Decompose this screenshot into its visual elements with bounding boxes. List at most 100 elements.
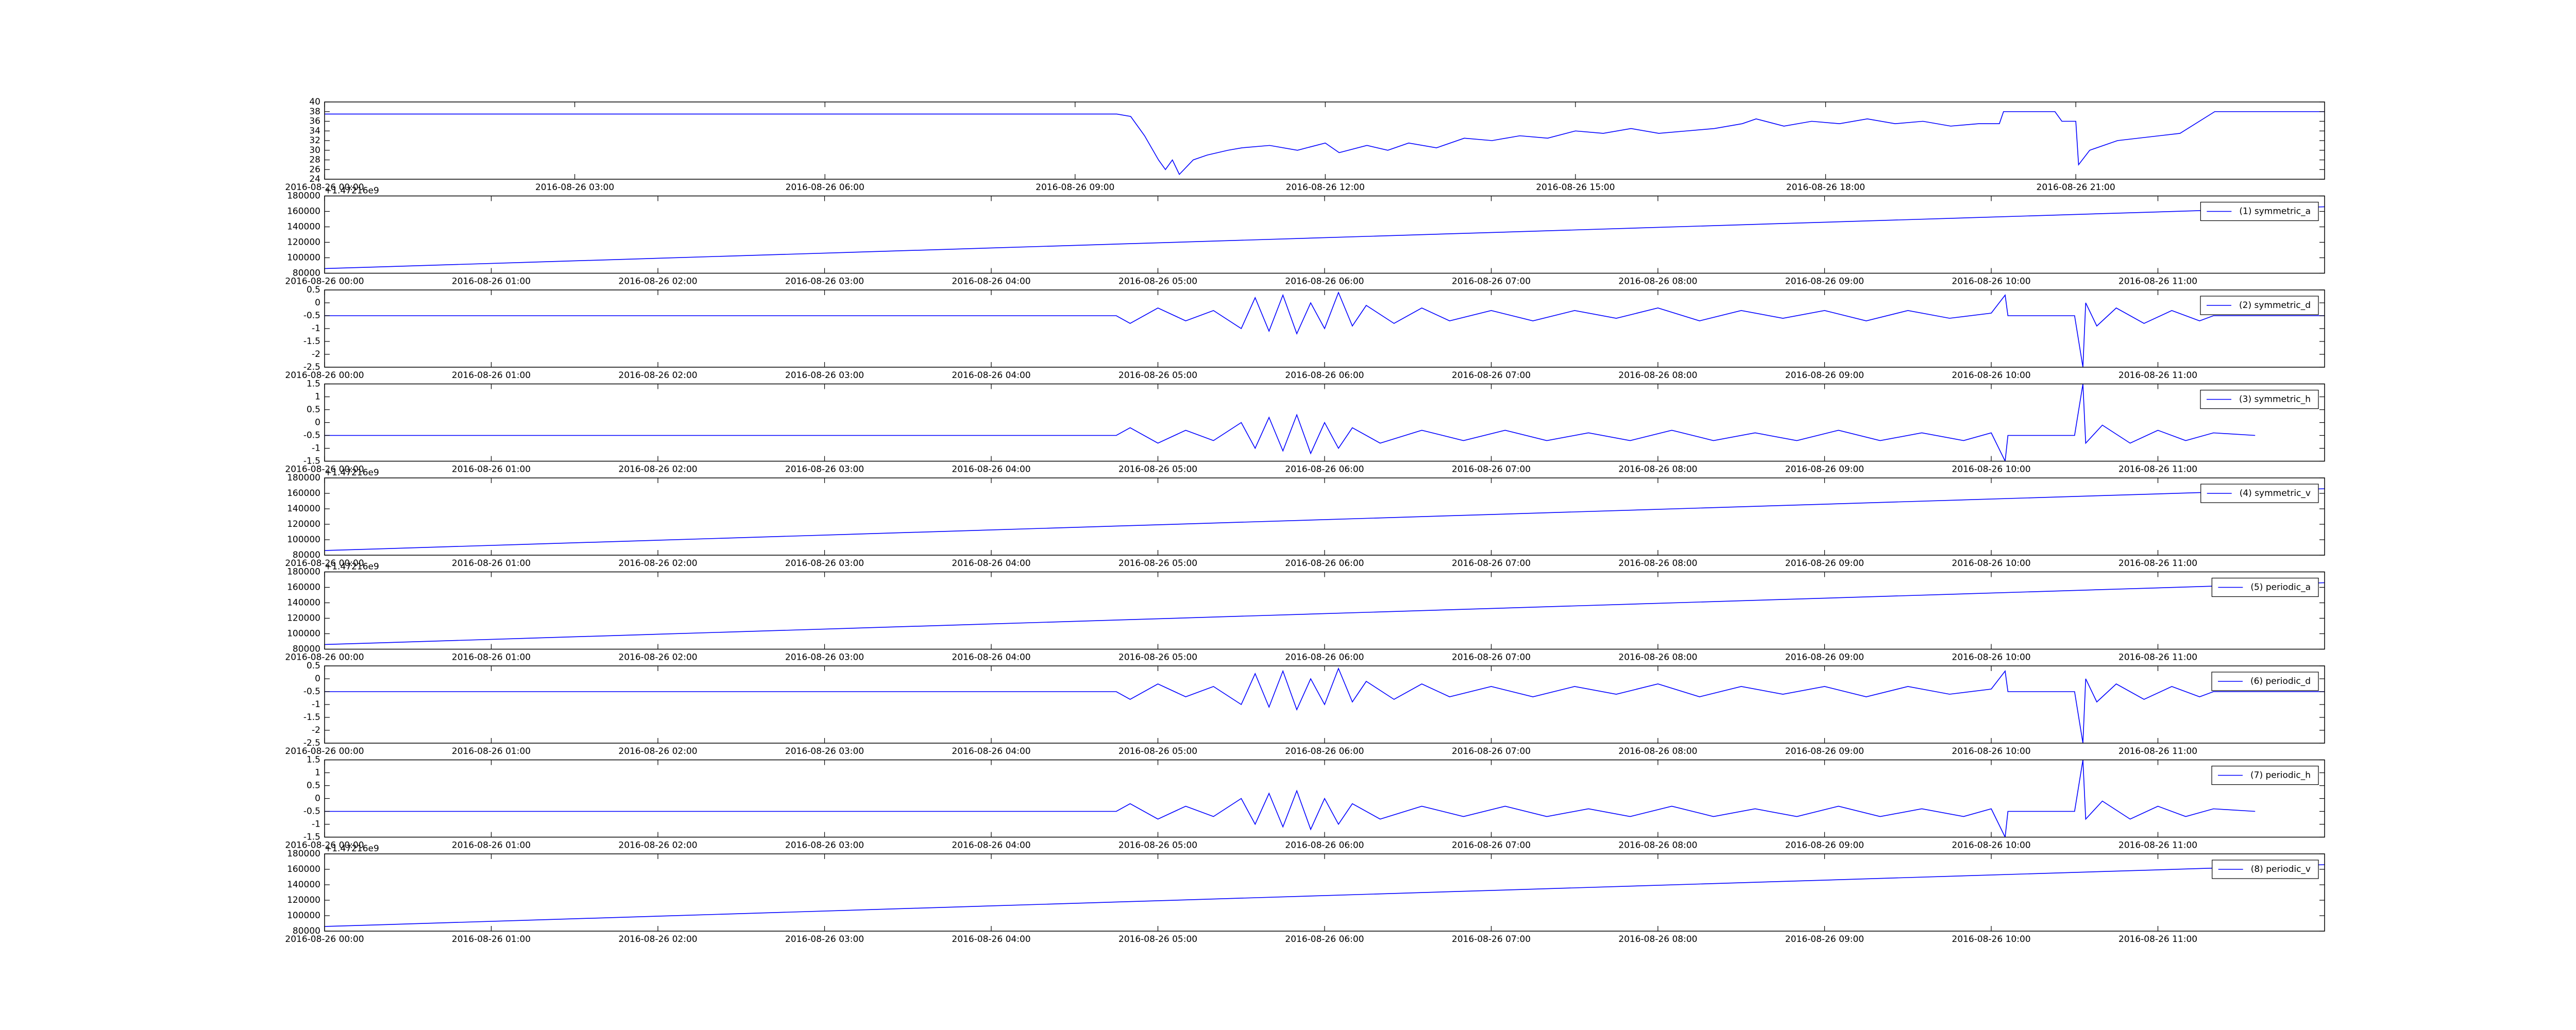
x-tick-label: 2016-08-26 03:00 xyxy=(785,370,864,381)
x-tick-label: 2016-08-26 06:00 xyxy=(1285,653,1364,663)
x-tick-label: 2016-08-26 10:00 xyxy=(1952,653,2030,663)
y-tick-label: 24 xyxy=(309,174,320,184)
y-tick-label: 120000 xyxy=(287,613,320,624)
data-line xyxy=(325,864,2325,927)
x-tick-label: 2016-08-26 06:00 xyxy=(1285,840,1364,851)
data-line xyxy=(325,488,2325,551)
y-tick-label: 80000 xyxy=(293,550,320,560)
x-tick-label: 2016-08-26 10:00 xyxy=(1952,746,2030,757)
legend: (8) periodic_v xyxy=(2212,860,2319,879)
x-tick-label: 2016-08-26 01:00 xyxy=(452,934,531,945)
legend: (7) periodic_h xyxy=(2211,765,2319,785)
x-tick-label: 2016-08-26 08:00 xyxy=(1618,746,1697,757)
x-tick-label: 2016-08-26 07:00 xyxy=(1452,558,1531,569)
x-tick-label: 2016-08-26 04:00 xyxy=(952,840,1030,851)
y-tick-label: -2.5 xyxy=(303,362,320,372)
x-tick-label: 2016-08-26 07:00 xyxy=(1452,746,1531,757)
y-tick-label: 40 xyxy=(309,97,320,107)
x-tick-label: 2016-08-26 00:00 xyxy=(285,934,364,945)
legend: (2) symmetric_d xyxy=(2200,296,2319,315)
y-offset-label: +1.47216e9 xyxy=(325,562,379,572)
x-tick-label: 2016-08-26 01:00 xyxy=(452,653,531,663)
legend: (6) periodic_d xyxy=(2211,672,2319,691)
subplot: -2.5 -2 -1.5 -1 -0.5 0 0.5 2016-08-26 00:00 2016… xyxy=(285,661,2325,757)
plot-area xyxy=(325,291,2325,367)
legend-label: (6) periodic_d xyxy=(2250,676,2311,686)
x-tick-label: 2016-08-26 04:00 xyxy=(952,370,1030,381)
x-tick-label: 2016-08-26 03:00 xyxy=(785,558,864,569)
x-tick-label: 2016-08-26 02:00 xyxy=(618,840,697,851)
x-tick-label: 2016-08-26 07:00 xyxy=(1452,934,1531,945)
x-tick-label: 2016-08-26 00:00 xyxy=(285,370,364,381)
x-tick-label: 2016-08-26 03:00 xyxy=(785,934,864,945)
x-tick-label: 2016-08-26 02:00 xyxy=(618,370,697,381)
plot-area xyxy=(325,582,2325,645)
x-tick-label: 2016-08-26 03:00 xyxy=(785,277,864,287)
legend-label: (8) periodic_v xyxy=(2251,864,2311,874)
x-tick-label: 2016-08-26 10:00 xyxy=(1952,465,2030,475)
y-offset-label: +1.47216e9 xyxy=(325,844,379,854)
x-tick-label: 2016-08-26 06:00 xyxy=(1285,277,1364,287)
x-tick-label: 2016-08-26 08:00 xyxy=(1618,277,1697,287)
y-tick-label: 100000 xyxy=(287,253,320,263)
x-tick-label: 2016-08-26 04:00 xyxy=(952,653,1030,663)
x-tick-label: 2016-08-26 06:00 xyxy=(1285,370,1364,381)
x-tick-label: 2016-08-26 00:00 xyxy=(285,465,364,475)
y-tick-label: -0.5 xyxy=(303,806,320,817)
y-tick-label: 26 xyxy=(309,164,320,175)
y-tick-label: 28 xyxy=(309,155,320,165)
x-tick-label: 2016-08-26 09:00 xyxy=(1785,370,1864,381)
plot-area xyxy=(325,760,2256,837)
x-tick-label: 2016-08-26 07:00 xyxy=(1452,465,1531,475)
x-tick-label: 2016-08-26 09:00 xyxy=(1785,277,1864,287)
y-tick-label: 1 xyxy=(315,392,320,402)
y-tick-label: 80000 xyxy=(293,268,320,279)
y-tick-label: 160000 xyxy=(287,207,320,217)
x-tick-label: 2016-08-26 05:00 xyxy=(1118,370,1197,381)
x-tick-label: 2016-08-26 21:00 xyxy=(2037,182,2115,193)
legend: (1) symmetric_a xyxy=(2200,201,2319,221)
x-tick-label: 2016-08-26 03:00 xyxy=(535,182,614,193)
y-tick-label: 80000 xyxy=(293,926,320,936)
x-tick-label: 2016-08-26 09:00 xyxy=(1785,840,1864,851)
plot-area xyxy=(325,667,2325,743)
y-tick-label: -1.5 xyxy=(303,336,320,347)
x-tick-label: 2016-08-26 01:00 xyxy=(452,370,531,381)
y-tick-label: -1 xyxy=(312,699,320,710)
x-tick-label: 2016-08-26 11:00 xyxy=(2119,653,2197,663)
x-tick-label: 2016-08-26 09:00 xyxy=(1785,465,1864,475)
x-tick-label: 2016-08-26 15:00 xyxy=(1536,182,1615,193)
x-tick-label: 2016-08-26 11:00 xyxy=(2119,277,2197,287)
x-tick-label: 2016-08-26 03:00 xyxy=(785,653,864,663)
x-tick-label: 2016-08-26 05:00 xyxy=(1118,934,1197,945)
y-tick-label: 34 xyxy=(309,126,320,136)
y-offset-label: +1.47216e9 xyxy=(325,468,379,478)
y-tick-label: 32 xyxy=(309,135,320,146)
x-tick-label: 2016-08-26 12:00 xyxy=(1286,182,1365,193)
y-tick-label: 0.5 xyxy=(307,405,320,415)
y-tick-label: 0.5 xyxy=(307,661,320,671)
x-tick-label: 2016-08-26 04:00 xyxy=(952,746,1030,757)
x-tick-label: 2016-08-26 08:00 xyxy=(1618,934,1697,945)
x-tick-label: 2016-08-26 00:00 xyxy=(285,277,364,287)
data-line xyxy=(325,760,2256,837)
x-tick-label: 2016-08-26 08:00 xyxy=(1618,558,1697,569)
x-tick-label: 2016-08-26 00:00 xyxy=(285,746,364,757)
subplot: -1.5 -1 -0.5 0 0.5 1 1.5 2016-08-26 00:00 2016-0… xyxy=(285,379,2325,475)
legend: (3) symmetric_h xyxy=(2200,389,2319,409)
x-tick-label: 2016-08-26 08:00 xyxy=(1618,653,1697,663)
x-tick-label: 2016-08-26 09:00 xyxy=(1036,182,1114,193)
y-tick-label: -1.5 xyxy=(303,712,320,723)
y-tick-label: 0 xyxy=(315,674,320,684)
subplot: -2.5 -2 -1.5 -1 -0.5 0 0.5 2016-08-26 00:00 2016… xyxy=(285,285,2325,381)
data-line xyxy=(325,291,2325,367)
x-tick-label: 2016-08-26 04:00 xyxy=(952,277,1030,287)
x-tick-label: 2016-08-26 11:00 xyxy=(2119,465,2197,475)
x-tick-label: 2016-08-26 04:00 xyxy=(952,558,1030,569)
x-tick-label: 2016-08-26 07:00 xyxy=(1452,277,1531,287)
y-tick-label: 180000 xyxy=(287,473,320,483)
x-tick-label: 2016-08-26 09:00 xyxy=(1785,934,1864,945)
x-tick-label: 2016-08-26 07:00 xyxy=(1452,653,1531,663)
